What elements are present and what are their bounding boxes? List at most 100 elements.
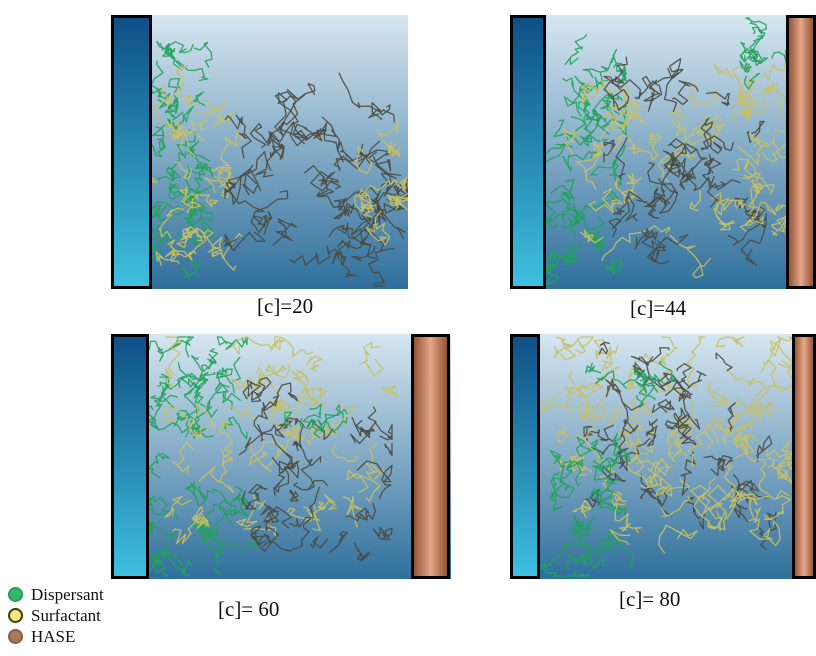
surfactant-chain bbox=[223, 132, 245, 149]
dispersant-chain bbox=[553, 119, 595, 146]
dispersant-chain bbox=[316, 408, 348, 432]
surfactant-chain bbox=[740, 208, 755, 234]
hase-chain bbox=[384, 443, 393, 457]
surfactant-chain bbox=[747, 172, 762, 196]
hase-chain bbox=[343, 186, 387, 225]
dispersant-chain bbox=[176, 143, 208, 180]
surfactant-chain bbox=[170, 232, 207, 265]
hase-chain bbox=[268, 91, 299, 136]
surfactant-chain bbox=[188, 402, 216, 439]
dispersant-chain bbox=[636, 374, 658, 408]
hase-chain bbox=[643, 240, 670, 265]
surfactant-chain bbox=[735, 433, 770, 495]
surfactant-chain bbox=[601, 225, 671, 262]
surfactant-chain bbox=[660, 495, 691, 518]
hase-chain bbox=[663, 58, 683, 113]
dispersant-chain bbox=[205, 529, 251, 550]
surfactant-chain bbox=[713, 63, 738, 78]
dispersant-chain bbox=[618, 105, 627, 136]
surfactant-chain bbox=[711, 192, 731, 231]
surfactant-chain bbox=[218, 166, 232, 181]
surfactant-chain bbox=[164, 495, 192, 518]
surfactant-chain bbox=[716, 411, 741, 445]
surfactant-chain bbox=[668, 107, 687, 137]
surfactant-chain bbox=[211, 233, 243, 259]
dispersant-chain bbox=[193, 41, 213, 68]
hase-chain bbox=[706, 179, 741, 208]
panel-caption-c44: [c]=44 bbox=[630, 296, 687, 320]
hase-chain bbox=[653, 164, 682, 198]
surfactant-chain bbox=[563, 127, 581, 155]
surfactant-chain bbox=[556, 427, 569, 444]
surfactant-chain bbox=[332, 402, 357, 434]
surfactant-chain bbox=[354, 194, 367, 213]
dispersant-chain bbox=[566, 555, 591, 570]
dispersant-chain bbox=[743, 72, 761, 90]
hase-marker-icon bbox=[8, 629, 23, 644]
hase-chain bbox=[248, 483, 268, 501]
dispersant-chain bbox=[548, 242, 582, 264]
surfactant-chain bbox=[710, 386, 764, 414]
surfactant-marker-icon bbox=[8, 608, 23, 623]
hase-wall bbox=[792, 334, 816, 579]
hase-chain bbox=[640, 474, 668, 506]
surfactant-chain bbox=[749, 518, 781, 547]
hase-chain bbox=[727, 210, 761, 246]
surfactant-chain bbox=[195, 193, 219, 208]
dispersant-chain bbox=[157, 77, 182, 113]
hase-chain bbox=[330, 129, 354, 162]
dispersant-chain bbox=[748, 48, 757, 63]
surfactant-chain bbox=[616, 92, 642, 119]
dispersant-chain bbox=[592, 457, 611, 470]
hase-chain bbox=[746, 120, 765, 143]
hase-chain bbox=[603, 139, 616, 163]
surfactant-chain bbox=[626, 442, 650, 489]
surfactant-chain bbox=[380, 384, 399, 398]
surfactant-chain bbox=[387, 192, 408, 200]
surfactant-chain bbox=[607, 405, 626, 428]
hase-chain bbox=[254, 143, 285, 178]
surfactant-chain bbox=[202, 98, 227, 113]
dispersant-wall bbox=[111, 334, 149, 579]
surfactant-chain bbox=[749, 132, 768, 148]
surfactant-chain bbox=[763, 490, 792, 521]
surfactant-chain bbox=[607, 133, 637, 154]
hase-chain bbox=[703, 455, 727, 470]
hase-chain bbox=[608, 201, 631, 238]
hase-chain bbox=[680, 451, 696, 496]
dispersant-chain bbox=[200, 353, 217, 372]
dispersant-chain bbox=[567, 551, 593, 566]
hase-chain bbox=[639, 489, 672, 517]
dispersant-chain bbox=[177, 362, 189, 389]
surfactant-chain bbox=[219, 454, 235, 494]
dispersant-chain bbox=[151, 224, 185, 253]
hase-chain bbox=[289, 486, 321, 528]
surfactant-chain bbox=[393, 176, 408, 192]
hase-chain bbox=[700, 117, 735, 151]
hase-chain bbox=[357, 143, 388, 156]
hase-chain bbox=[701, 157, 726, 188]
surfactant-chain bbox=[207, 102, 232, 128]
hase-chain bbox=[328, 530, 349, 554]
surfactant-chain bbox=[169, 121, 185, 140]
legend-label: Surfactant bbox=[31, 605, 101, 625]
hase-chain bbox=[730, 473, 754, 493]
legend-label: Dispersant bbox=[31, 584, 104, 604]
hase-chain bbox=[755, 435, 773, 462]
hase-chain bbox=[703, 153, 722, 175]
surfactant-chain bbox=[354, 145, 373, 175]
dispersant-chain bbox=[563, 86, 591, 118]
surfactant-chain bbox=[746, 96, 767, 111]
hase-chain bbox=[715, 352, 733, 372]
simulation-panel-c80 bbox=[510, 334, 816, 579]
surfactant-chain bbox=[715, 336, 745, 348]
hase-chain bbox=[365, 199, 406, 240]
hase-chain bbox=[598, 341, 610, 355]
surfactant-chain bbox=[770, 215, 787, 236]
dispersant-chain bbox=[157, 41, 195, 54]
dispersant-chain bbox=[157, 90, 171, 109]
surfactant-chain bbox=[704, 416, 745, 449]
hase-chain bbox=[646, 418, 659, 447]
hase-chain bbox=[313, 127, 344, 163]
surfactant-chain bbox=[648, 133, 657, 150]
